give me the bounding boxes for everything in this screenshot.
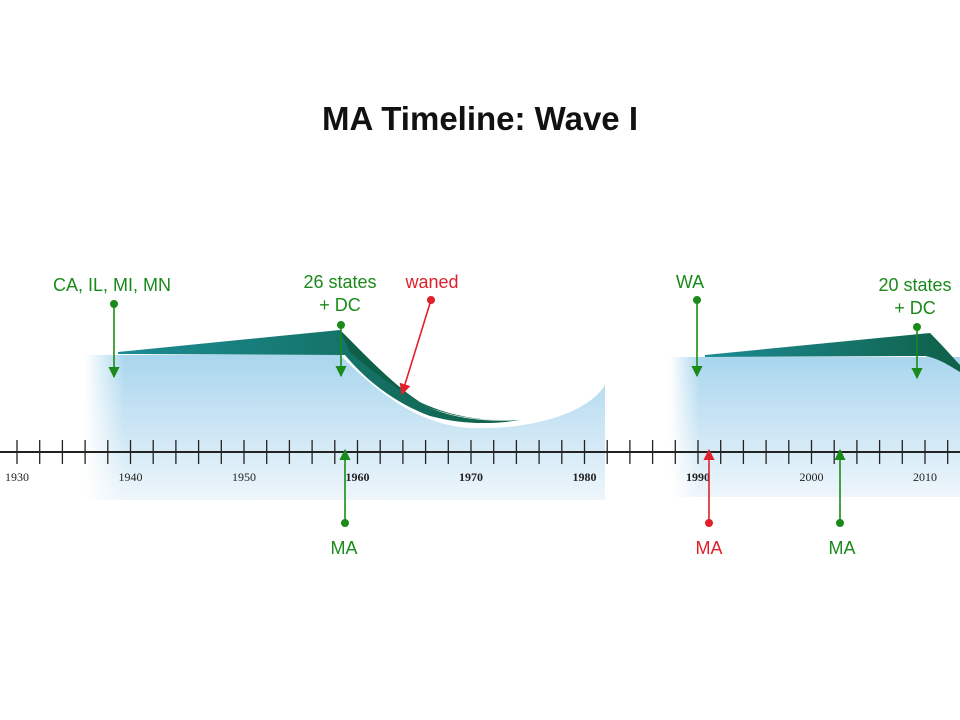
year-label-1940: 1940 xyxy=(119,470,143,484)
year-label-2010: 2010 xyxy=(913,470,937,484)
wave-one-sky xyxy=(85,355,605,500)
annotation-wa: WA xyxy=(676,272,704,378)
wave-two-crest xyxy=(705,333,960,372)
wave-two-sky xyxy=(670,357,960,497)
wave-one xyxy=(85,330,605,500)
label-26-states: 26 states xyxy=(303,272,376,292)
annotation-ma-2000: MA xyxy=(829,448,856,558)
wave-two xyxy=(670,333,960,497)
annotation-26-states: 26 states + DC xyxy=(303,272,377,378)
annotation-waned: waned xyxy=(399,272,459,396)
label-ca-il-mi-mn: CA, IL, MI, MN xyxy=(53,275,171,295)
label-wa: WA xyxy=(676,272,704,292)
annotation-ma-1990: MA xyxy=(696,448,723,558)
year-label-1970: 1970 xyxy=(459,470,483,484)
year-label-1960: 1960 xyxy=(346,470,370,484)
label-20-states: 20 states xyxy=(878,275,951,295)
year-label-1990: 1990 xyxy=(686,470,710,484)
wave-one-crest xyxy=(118,330,520,424)
annotation-20-states: 20 states + DC xyxy=(878,275,952,380)
label-ma-1960: MA xyxy=(331,538,358,558)
timeline-ticks xyxy=(16,440,949,464)
annotation-ma-1960: MA xyxy=(331,448,358,558)
page-title: MA Timeline: Wave I xyxy=(321,100,638,137)
label-26-states-dc: + DC xyxy=(319,295,361,315)
label-ma-1990: MA xyxy=(696,538,723,558)
label-20-states-dc: + DC xyxy=(894,298,936,318)
label-waned: waned xyxy=(404,272,458,292)
timeline-year-labels: 1930 1940 1950 1960 1970 1980 1990 2000 2010 xyxy=(5,470,937,484)
year-label-2000: 2000 xyxy=(800,470,824,484)
label-ma-2000: MA xyxy=(829,538,856,558)
year-label-1930: 1930 xyxy=(5,470,29,484)
year-label-1950: 1950 xyxy=(232,470,256,484)
year-label-1980: 1980 xyxy=(573,470,597,484)
annotation-ca-il-mi-mn: CA, IL, MI, MN xyxy=(53,275,171,379)
